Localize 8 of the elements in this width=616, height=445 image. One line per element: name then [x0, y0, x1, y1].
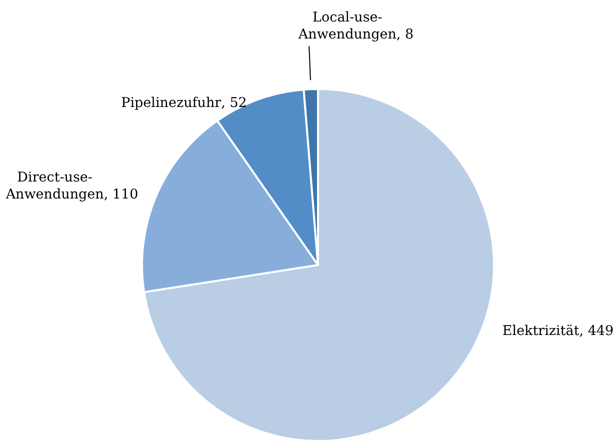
data-label: , 110 — [104, 186, 138, 202]
slice-label: Pipelinezufuhr — [121, 95, 222, 111]
slice-label: Local-use-Anwendungen — [297, 10, 397, 42]
data-label: , 8 — [396, 26, 414, 42]
slice-label: Elektrizität — [502, 323, 580, 339]
data-label: , 52 — [221, 95, 247, 111]
slice-label: Direct-use-Anwendungen — [4, 170, 104, 202]
data-label: , 449 — [579, 323, 614, 339]
